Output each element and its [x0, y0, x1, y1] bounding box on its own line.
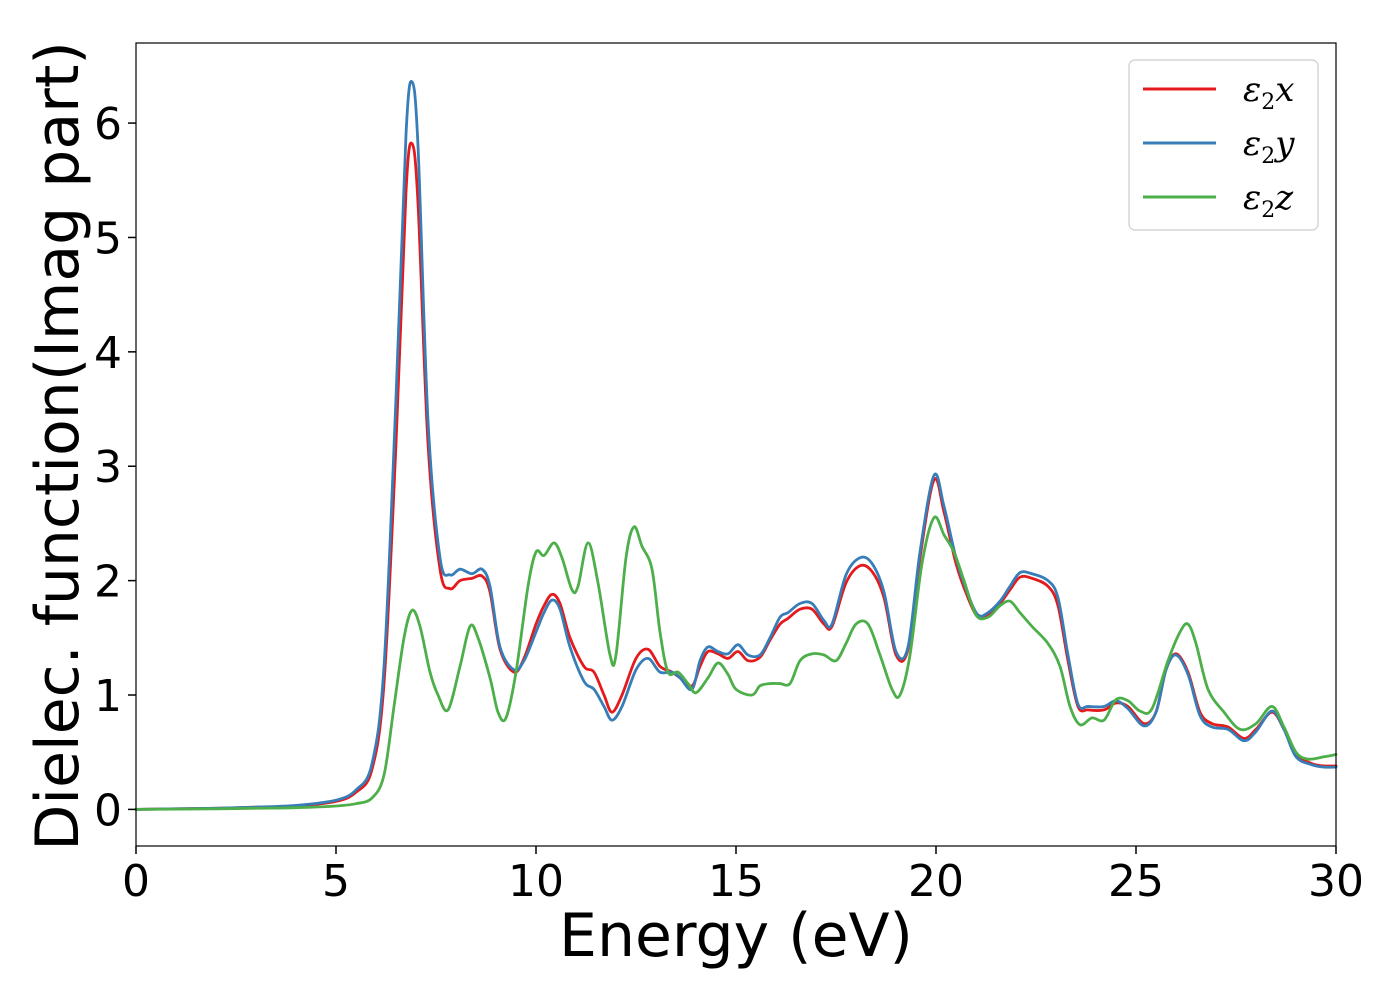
- y-tick-label: 2: [94, 557, 122, 608]
- x-tick-label: 5: [322, 856, 350, 907]
- y-axis-title: Dielec. function(Imag part): [23, 41, 93, 851]
- y-tick-label: 6: [94, 99, 122, 150]
- legend-box: [1128, 59, 1319, 231]
- x-tick-label: 15: [708, 856, 764, 907]
- legend: ε2x ε2y ε2z: [1128, 59, 1319, 231]
- y-tick-label: 3: [94, 442, 122, 493]
- x-axis-title: Energy (eV): [559, 901, 913, 971]
- series-line-y: [134, 80, 1338, 811]
- series-line-z: [134, 515, 1338, 811]
- legend-label-z: ε2z: [1243, 178, 1294, 223]
- y-tick-label: 5: [94, 213, 122, 264]
- legend-label-y: ε2y: [1243, 124, 1295, 169]
- x-axis-ticks: 0 5 10 15 20 25 30: [122, 846, 1364, 907]
- y-tick-label: 4: [94, 328, 122, 379]
- x-tick-label: 10: [508, 856, 564, 907]
- x-tick-label: 20: [908, 856, 964, 907]
- legend-label-x: ε2x: [1243, 70, 1294, 115]
- y-tick-label: 1: [94, 671, 122, 722]
- x-tick-label: 25: [1108, 856, 1164, 907]
- series-layer: [134, 80, 1338, 811]
- y-tick-label: 0: [94, 785, 122, 836]
- x-tick-label: 30: [1308, 856, 1364, 907]
- y-axis-ticks: 0 1 2 3 4 5 6: [94, 99, 136, 836]
- x-tick-label: 0: [122, 856, 150, 907]
